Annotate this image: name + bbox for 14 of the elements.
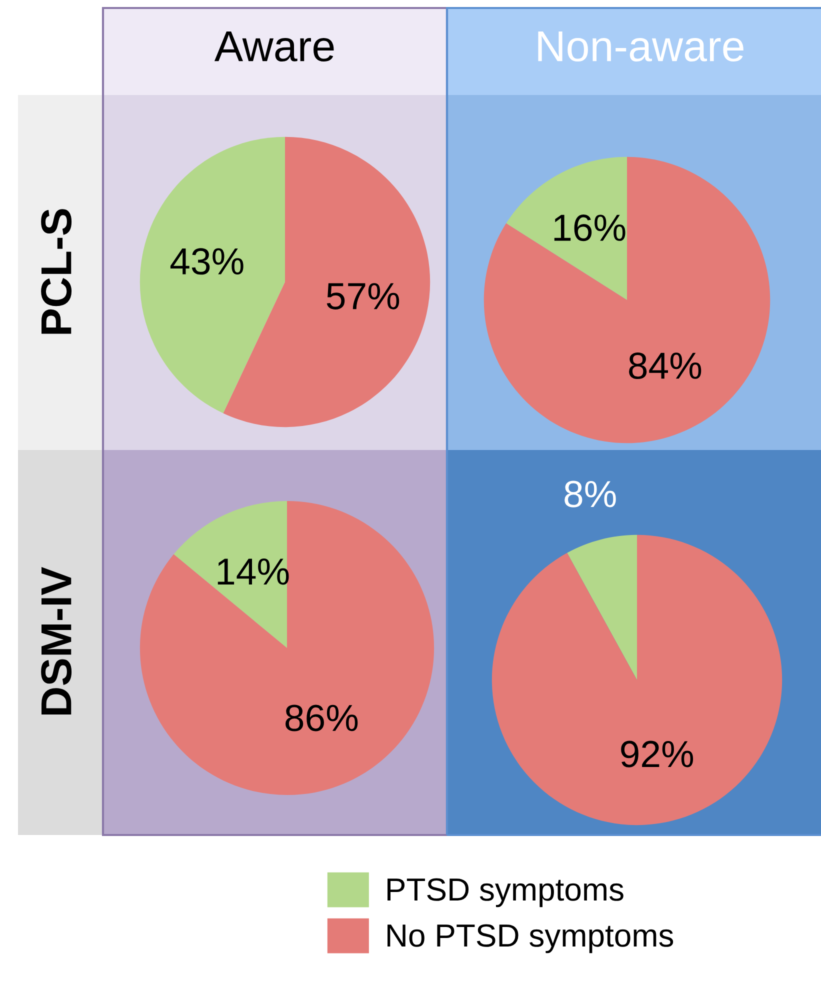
chart-title: Aware [214,32,334,62]
data-label: 84% [629,352,702,380]
data-label: 86% [286,704,358,732]
data-label: 43% [170,248,244,275]
data-label: 57% [326,283,400,310]
text: DSM-IV [41,566,72,714]
data-label: 16% [554,214,626,242]
legend-label: PTSD symptoms [388,878,624,908]
chart-title: Non-aware [538,32,744,62]
data-label: 92% [621,740,694,768]
legend-label: No PTSD symptoms [388,924,674,954]
data-label: 8% [564,480,616,508]
data-label: 14% [218,558,289,585]
text: PCL-S [41,209,72,334]
